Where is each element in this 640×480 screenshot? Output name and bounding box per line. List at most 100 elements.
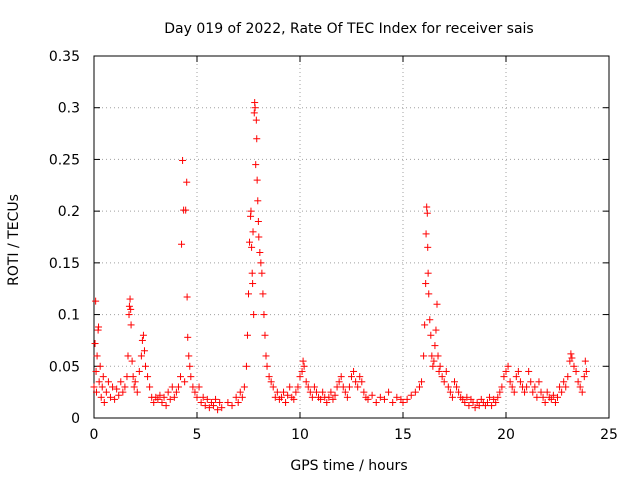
data-point: [510, 388, 518, 396]
data-point: [228, 402, 236, 410]
data-point: [250, 109, 258, 117]
data-point: [376, 393, 384, 401]
data-point: [286, 383, 294, 391]
data-point: [144, 373, 152, 381]
data-point: [209, 402, 217, 410]
data-point: [423, 203, 431, 211]
data-point: [329, 395, 337, 403]
data-point: [255, 233, 263, 241]
data-point: [348, 373, 355, 381]
data-point: [138, 336, 146, 344]
data-point: [168, 383, 176, 391]
data-point: [249, 228, 257, 236]
data-point: [189, 383, 197, 391]
data-point: [104, 378, 112, 386]
data-point: [512, 373, 520, 381]
data-point: [121, 383, 129, 391]
data-point: [533, 393, 541, 401]
data-point: [92, 388, 100, 396]
data-point: [572, 367, 580, 375]
data-point: [203, 395, 211, 403]
data-point: [240, 383, 248, 391]
data-point: [486, 393, 494, 401]
data-point: [250, 311, 258, 319]
data-point: [123, 373, 131, 381]
data-point: [273, 388, 281, 396]
data-point: [142, 362, 149, 370]
data-point: [249, 280, 257, 288]
data-point: [327, 388, 335, 396]
data-point: [128, 357, 136, 365]
data-point: [312, 388, 320, 396]
data-point: [182, 206, 190, 214]
data-point: [523, 383, 531, 391]
data-point: [411, 388, 419, 396]
data-point: [368, 391, 376, 399]
data-point: [111, 395, 119, 403]
data-point: [331, 391, 339, 399]
data-point: [125, 311, 133, 319]
data-point: [296, 373, 304, 381]
y-tick-label: 0.1: [58, 308, 80, 324]
data-point: [127, 321, 135, 329]
data-point: [554, 393, 561, 401]
data-point: [429, 362, 437, 370]
data-point: [543, 388, 551, 396]
data-points: [90, 99, 590, 414]
data-point: [323, 398, 331, 406]
data-point: [216, 398, 224, 406]
data-point: [130, 383, 138, 391]
data-point: [547, 395, 555, 403]
data-point: [333, 383, 341, 391]
data-point: [436, 362, 444, 370]
data-point: [302, 378, 310, 386]
data-point: [246, 238, 254, 246]
data-point: [284, 391, 292, 399]
data-point: [420, 352, 428, 360]
data-point: [521, 388, 529, 396]
data-point: [444, 383, 452, 391]
data-point: [218, 404, 226, 412]
data-point: [488, 402, 496, 410]
data-point: [91, 340, 99, 348]
data-point: [187, 373, 195, 381]
data-point: [574, 378, 582, 386]
data-point: [177, 373, 185, 381]
data-point: [92, 367, 100, 375]
data-point: [403, 395, 411, 403]
data-point: [471, 404, 479, 412]
data-point: [97, 393, 105, 401]
data-point: [341, 388, 349, 396]
data-point: [201, 402, 209, 410]
data-point: [494, 393, 502, 401]
data-point: [335, 378, 343, 386]
data-point: [131, 378, 139, 386]
data-point: [498, 383, 506, 391]
data-point: [262, 352, 270, 360]
data-point: [306, 388, 314, 396]
data-point: [252, 116, 260, 124]
data-point: [432, 326, 440, 334]
data-point: [551, 398, 559, 406]
data-point: [109, 383, 117, 391]
data-point: [258, 269, 266, 277]
data-point: [247, 207, 255, 215]
data-point: [234, 398, 242, 406]
data-point: [99, 373, 107, 381]
data-point: [95, 323, 103, 331]
x-tick-label: 5: [193, 427, 202, 443]
data-point: [427, 331, 435, 339]
data-point: [438, 373, 446, 381]
data-point: [95, 378, 103, 386]
data-point: [252, 161, 260, 169]
data-point: [567, 350, 575, 358]
data-point: [174, 383, 182, 391]
data-point: [422, 230, 430, 238]
y-tick-label: 0.25: [49, 152, 80, 168]
data-point: [119, 388, 127, 396]
data-point: [127, 305, 135, 313]
data-point: [422, 280, 430, 288]
data-point: [129, 373, 137, 381]
y-tick-label: 0.35: [49, 49, 80, 65]
data-point: [345, 383, 353, 391]
